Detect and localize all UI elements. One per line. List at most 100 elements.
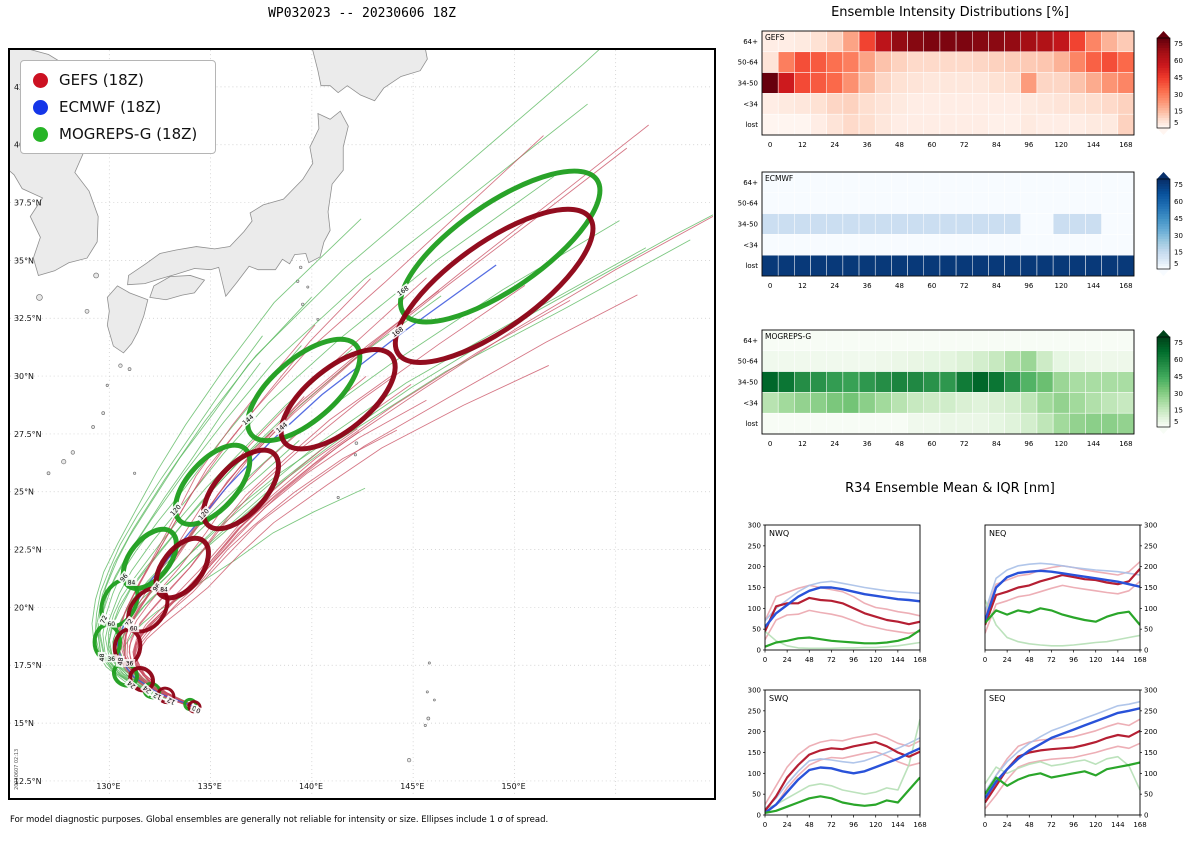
heatmap-cell bbox=[907, 171, 924, 194]
heatmap-cell bbox=[988, 113, 1005, 136]
lon-tick-label: 135°E bbox=[198, 782, 222, 791]
heatmap-x-label: 84 bbox=[992, 282, 1001, 290]
r34-y-label: 300 bbox=[748, 687, 761, 695]
ellipse-hour-text: 72 bbox=[98, 614, 109, 625]
heatmap-cell bbox=[842, 412, 860, 435]
colorbar-segment bbox=[1157, 367, 1170, 370]
colorbar-segment bbox=[1157, 70, 1170, 74]
heatmap-cell bbox=[794, 412, 811, 435]
r34-series-mogreps-iqr bbox=[765, 630, 920, 650]
heatmap-cell bbox=[955, 254, 973, 277]
heatmap-cell bbox=[794, 234, 811, 256]
island bbox=[427, 661, 431, 665]
r34-y-label: 250 bbox=[748, 707, 761, 715]
colorbar-segment bbox=[1157, 412, 1170, 415]
ellipse-hour-text: 12 bbox=[152, 691, 163, 702]
heatmap-cell bbox=[1004, 329, 1022, 352]
heatmap-cell bbox=[907, 93, 924, 115]
colorbar-segment bbox=[1157, 199, 1170, 202]
r34-series-gefs-iqr-hi bbox=[985, 718, 1140, 795]
colorbar-segment bbox=[1157, 105, 1170, 109]
heatmap-cell bbox=[1036, 93, 1054, 115]
heatmap-cell bbox=[939, 371, 957, 393]
heatmap-cell bbox=[988, 192, 1005, 214]
heatmap-x-label: 36 bbox=[863, 282, 872, 290]
r34-y-label: 250 bbox=[1144, 707, 1157, 715]
heatmap-cell bbox=[891, 113, 908, 136]
colorbar-segment bbox=[1157, 397, 1170, 400]
heatmap-x-label: 144 bbox=[1087, 282, 1101, 290]
lat-tick-label: 20°N bbox=[14, 603, 34, 612]
heatmap-cell bbox=[1020, 412, 1038, 435]
colorbar-segment bbox=[1157, 123, 1170, 126]
heatmap-cell bbox=[988, 30, 1005, 53]
heatmap-cell bbox=[891, 72, 908, 94]
heatmap-x-label: 60 bbox=[927, 440, 936, 448]
colorbar-segment bbox=[1157, 354, 1170, 358]
colorbar-segment bbox=[1157, 221, 1170, 225]
heatmap-cell bbox=[907, 192, 924, 214]
ellipse-hour-label: 48 bbox=[115, 655, 125, 668]
heatmap-cell bbox=[842, 30, 860, 53]
heatmap-cell bbox=[972, 392, 989, 414]
heatmap-cell bbox=[794, 254, 811, 277]
heatmap-cell bbox=[891, 329, 908, 352]
r34-y-label: 0 bbox=[1144, 647, 1148, 655]
lat-tick-label: 22.5°N bbox=[14, 546, 42, 555]
colorbar-segment bbox=[1157, 43, 1170, 46]
heatmap-cell bbox=[761, 51, 779, 73]
colorbar-segment bbox=[1157, 352, 1170, 355]
heatmap-cell bbox=[988, 72, 1005, 94]
heatmap-x-label: 120 bbox=[1055, 440, 1068, 448]
heatmap-cell bbox=[907, 350, 924, 372]
colorbar-segment bbox=[1157, 424, 1170, 428]
colorbar-segment bbox=[1157, 40, 1170, 44]
heatmap-cell bbox=[1117, 171, 1135, 194]
timestamp-stamp: 20230607 02:13 bbox=[14, 749, 20, 790]
heatmap-cell bbox=[1052, 30, 1070, 53]
r34-y-label: 100 bbox=[1144, 770, 1157, 778]
heatmap-cell bbox=[923, 171, 941, 194]
heatmap-cell bbox=[907, 329, 924, 352]
heatmap-cell bbox=[1052, 254, 1070, 277]
heatmap-cell bbox=[761, 213, 779, 235]
heatmap-cell bbox=[907, 392, 924, 414]
ellipse-hour-label: 12 bbox=[164, 695, 178, 708]
gefs-ellipse-144 bbox=[278, 347, 398, 452]
heatmap-cell bbox=[1004, 234, 1022, 256]
heatmap-cell bbox=[988, 371, 1005, 393]
r34-series-gefs-mean bbox=[985, 568, 1140, 626]
heatmap-cell bbox=[907, 51, 924, 73]
colorbar-segment bbox=[1157, 93, 1170, 96]
colorbar-segment bbox=[1157, 88, 1170, 91]
heatmap-cell bbox=[939, 350, 957, 372]
heatmap-cell bbox=[794, 93, 811, 115]
r34-x-label: 144 bbox=[891, 656, 905, 664]
heatmap-cell bbox=[826, 30, 844, 53]
colorbar-segment bbox=[1157, 231, 1170, 235]
heatmap-cell bbox=[1069, 93, 1086, 115]
heatmap-cell bbox=[874, 350, 892, 372]
heatmap-cell bbox=[1036, 350, 1054, 372]
colorbar-segment bbox=[1157, 266, 1170, 270]
r34-y-label: 150 bbox=[748, 749, 761, 757]
r34-x-label: 0 bbox=[763, 656, 767, 664]
heatmap-cell bbox=[1004, 192, 1022, 214]
r34-y-label: 300 bbox=[1144, 687, 1157, 695]
colorbar-segment bbox=[1157, 95, 1170, 99]
heatmap-cell bbox=[972, 412, 989, 435]
heatmap-cell bbox=[923, 51, 941, 73]
colorbar-tick-label: 15 bbox=[1174, 249, 1183, 257]
r34-y-label: 0 bbox=[757, 647, 761, 655]
heatmap-x-label: 72 bbox=[960, 141, 969, 149]
heatmap-row-label: lost bbox=[745, 121, 758, 129]
heatmap-cell bbox=[858, 93, 876, 115]
r34-x-label: 144 bbox=[1111, 821, 1125, 829]
heatmap-cell bbox=[1052, 72, 1070, 94]
heatmap-cell bbox=[1101, 192, 1119, 214]
heatmap-cell bbox=[1020, 93, 1038, 115]
heatmap-cell bbox=[777, 192, 795, 214]
ellipse-hour-label: 0 bbox=[193, 705, 204, 717]
heatmap-cell bbox=[972, 213, 989, 235]
heatmap-cell bbox=[907, 72, 924, 94]
